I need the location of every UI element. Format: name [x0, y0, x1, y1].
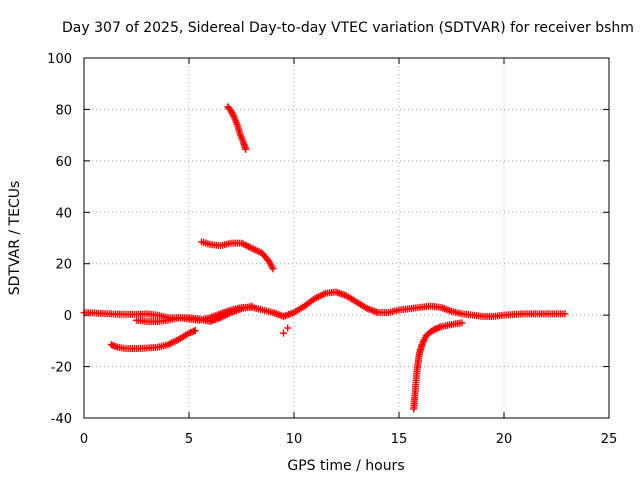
x-tick-label: 10 [286, 432, 303, 447]
data-point-arc-80 [227, 107, 235, 115]
data-point-arc-80 [229, 110, 237, 118]
x-tick-label: 5 [185, 432, 193, 447]
data-point-secondary-track [248, 302, 256, 310]
chart-title: Day 307 of 2025, Sidereal Day-to-day VTE… [62, 20, 634, 36]
data-point-outliers [284, 324, 292, 332]
x-tick-label: 15 [391, 432, 408, 447]
data-point-main-track [561, 310, 569, 318]
data-point-arc-80 [229, 112, 237, 120]
plot-frame [83, 57, 610, 419]
x-tick-label: 0 [80, 432, 88, 447]
y-tick-label: 100 [47, 52, 72, 67]
y-tick-label: 60 [55, 155, 72, 170]
y-axis-label: SDTVAR / TECUs [7, 181, 23, 296]
grid-lines [84, 58, 609, 418]
data-point-arc-80 [242, 145, 250, 153]
x-tick-label: 20 [496, 432, 513, 447]
data-point-outliers [280, 329, 287, 337]
y-tick-label: 80 [55, 103, 72, 118]
y-tick-label: 40 [55, 206, 72, 221]
y-tick-label: -20 [51, 361, 72, 376]
y-tick-label: 0 [64, 309, 72, 324]
data-point-arc-28 [269, 265, 277, 273]
x-tick-labels: 0 5 10 15 20 25 [80, 432, 617, 447]
y-tick-label: 20 [55, 258, 72, 273]
axis-ticks [83, 57, 610, 419]
y-tick-labels: -40 -20 0 20 40 60 80 100 [47, 52, 72, 427]
x-axis-label: GPS time / hours [287, 458, 404, 474]
data-point-plunge [458, 319, 466, 327]
data-point-arc-80 [228, 108, 236, 116]
x-tick-label: 25 [601, 432, 618, 447]
y-tick-label: -40 [51, 412, 72, 427]
data-point-negative-arc [191, 327, 199, 335]
data-points [80, 103, 569, 413]
